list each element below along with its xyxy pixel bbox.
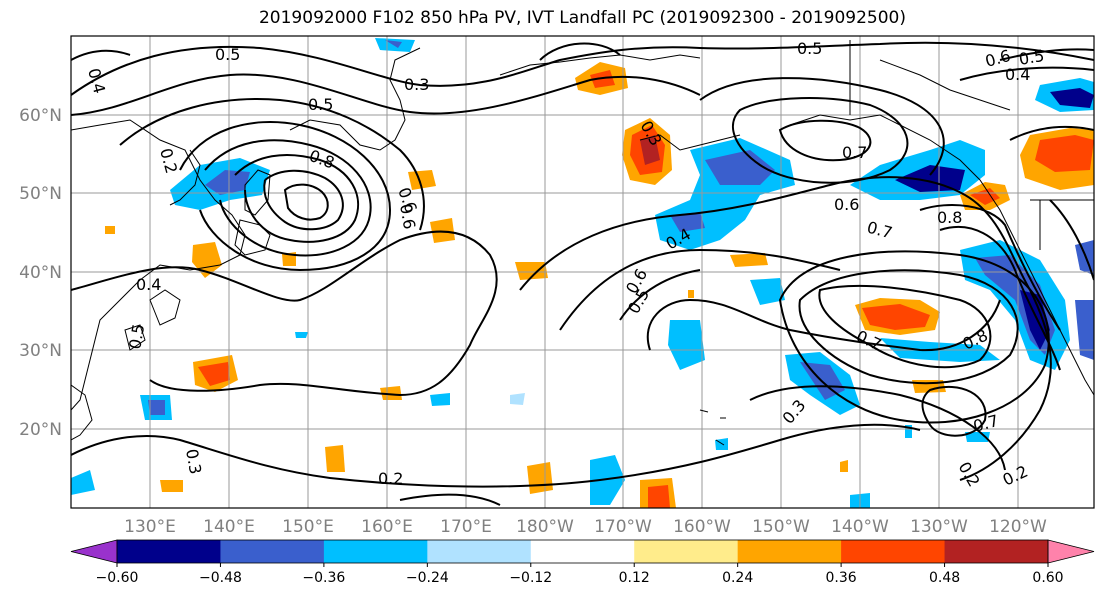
lon-axis: 130°E 140°E 150°E 160°E 170°E 180°W 170°… xyxy=(124,517,1047,537)
contour-label: 0.6 xyxy=(834,195,859,214)
contour-label: 0.5 xyxy=(215,45,240,64)
colorbar-tick-label: 0.60 xyxy=(1032,570,1063,586)
colorbar-segment xyxy=(323,540,428,563)
contour-label: 0.5 xyxy=(797,39,822,58)
contour-label: 0.6 xyxy=(396,202,419,230)
contour-label: 0.8 xyxy=(937,208,962,227)
contour-label: 0.5 xyxy=(308,95,333,114)
lon-label: 140°E xyxy=(203,517,255,537)
lon-label: 120°W xyxy=(989,517,1047,537)
lat-label: 40°N xyxy=(19,263,62,283)
contour-label: 0.4 xyxy=(1005,65,1030,84)
lat-label: 50°N xyxy=(19,184,62,204)
contour-label: 0.3 xyxy=(182,447,205,475)
colorbar-segment xyxy=(220,540,325,563)
lon-label: 170°W xyxy=(594,517,652,537)
colorbar-tick-label: 0.48 xyxy=(929,570,960,586)
lon-label: 150°E xyxy=(282,517,334,537)
colorbar-segment xyxy=(117,540,221,563)
lon-label: 140°W xyxy=(831,517,889,537)
contour-label: 0.2 xyxy=(378,469,403,488)
lon-label: 160°E xyxy=(361,517,413,537)
colorbar-segment xyxy=(530,540,635,563)
colorbar-tick-label: 0.24 xyxy=(722,570,753,586)
colorbar-segment xyxy=(944,540,1049,563)
colorbar-segment xyxy=(841,540,946,563)
colorbar-tick-label: −0.60 xyxy=(96,570,139,586)
colorbar-segment xyxy=(634,540,739,563)
lon-label: 130°W xyxy=(910,517,968,537)
colorbar-ticks: −0.60 −0.48 −0.36 −0.24 −0.12 0.12 0.24 0.36 0.4… xyxy=(96,563,1064,586)
colorbar-segments xyxy=(70,539,1095,564)
lon-label: 160°W xyxy=(673,517,731,537)
colorbar-outline xyxy=(116,539,1049,564)
colorbar-segment xyxy=(737,540,842,563)
colorbar-tick-label: 0.36 xyxy=(826,570,857,586)
lon-label: 150°W xyxy=(752,517,810,537)
colorbar: −0.60 −0.48 −0.36 −0.24 −0.12 0.12 0.24 0.36 0.4… xyxy=(70,539,1095,586)
lon-label: 180°W xyxy=(516,517,574,537)
lat-label: 20°N xyxy=(19,420,62,440)
map-border xyxy=(70,35,1095,509)
colorbar-tick-label: −0.24 xyxy=(406,570,449,586)
lat-label: 30°N xyxy=(19,341,62,361)
lon-label: 170°E xyxy=(440,517,492,537)
colorbar-extend-min xyxy=(70,539,118,564)
colorbar-tick-label: −0.48 xyxy=(199,570,242,586)
colorbar-tick-label: −0.36 xyxy=(302,570,345,586)
lat-label: 60°N xyxy=(19,106,62,126)
colorbar-tick-label: 0.12 xyxy=(619,570,650,586)
contour-label: 0.5 xyxy=(125,322,148,350)
colorbar-segment xyxy=(427,540,532,563)
lat-axis: 60°N 50°N 40°N 30°N 20°N xyxy=(19,106,62,440)
map-title: 2019092000 F102 850 hPa PV, IVT Landfall… xyxy=(258,8,906,28)
lon-label: 130°E xyxy=(124,517,176,537)
colorbar-extend-max xyxy=(1047,539,1095,564)
contour-label: 0.7 xyxy=(842,143,867,162)
coastlines xyxy=(71,40,1094,446)
pv-contours xyxy=(71,41,1094,506)
contour-label: 0.5 xyxy=(1017,46,1045,69)
contour-label: 0.3 xyxy=(404,75,429,94)
contour-label: 0.4 xyxy=(136,275,161,294)
colorbar-tick-label: −0.12 xyxy=(509,570,552,586)
